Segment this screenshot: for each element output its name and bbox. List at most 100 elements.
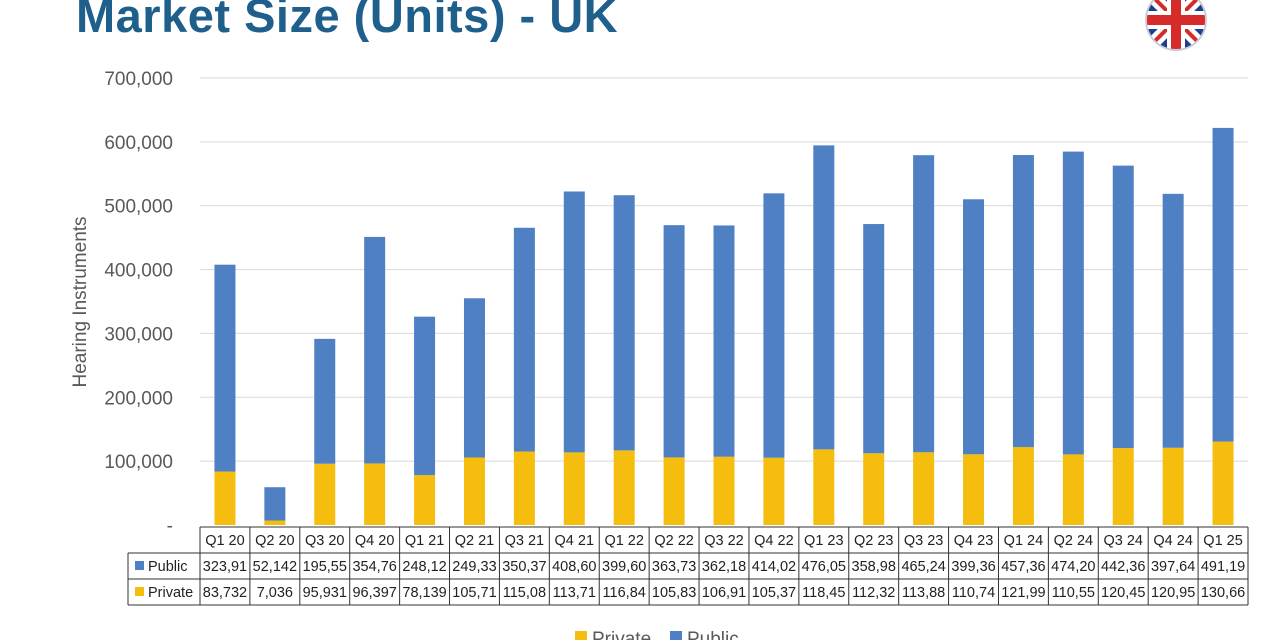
bar-private (1112, 448, 1134, 525)
bar-public (963, 199, 985, 455)
table-cell-private: 116,84 (603, 585, 646, 601)
table-cell-public: 350,37 (502, 559, 546, 575)
bar-private (1062, 454, 1084, 525)
bar-public (1012, 155, 1034, 448)
table-cell-private: 121,99 (1001, 585, 1045, 601)
series-key-swatch (135, 561, 144, 570)
y-tick-label: - (167, 516, 173, 537)
table-header-cell: Q4 20 (355, 533, 395, 549)
bar-public (264, 487, 286, 521)
table-cell-public: 323,91 (203, 559, 247, 575)
table-header-cell: Q3 23 (904, 533, 944, 549)
table-cell-private: 112,32 (852, 585, 895, 601)
table-cell-private: 115,08 (503, 585, 546, 601)
bar-public (813, 145, 835, 450)
table-cell-private: 106,91 (702, 585, 746, 601)
table-header-cell: Q4 24 (1153, 533, 1193, 549)
bar-private (1012, 447, 1034, 525)
table-cell-private: 105,83 (652, 585, 696, 601)
bar-public (913, 155, 935, 453)
legend: Private Public (575, 629, 739, 640)
table-header-cell: Q2 24 (1054, 533, 1094, 549)
table-cell-public: 358,98 (852, 559, 896, 575)
bar-public (663, 225, 685, 458)
table-cell-public: 195,55 (303, 559, 347, 575)
table-cell-private: 120,95 (1151, 585, 1195, 601)
bar-public (563, 191, 585, 453)
legend-label: Private (592, 629, 651, 640)
table-header-cell: Q1 24 (1004, 533, 1044, 549)
table-cell-private: 95,931 (303, 585, 347, 601)
table-cell-public: 362,18 (702, 559, 746, 575)
table-cell-public: 474,20 (1051, 559, 1095, 575)
bar-private (364, 463, 386, 525)
bars (214, 127, 1234, 525)
table-cell-private: 96,397 (352, 585, 396, 601)
table-header-cell: Q2 22 (654, 533, 694, 549)
bar-private (663, 457, 685, 525)
y-axis-ticks: - 100,000 200,000 300,000 400,000 500,000 600,… (104, 69, 173, 537)
y-tick-label: 500,000 (104, 197, 173, 218)
table-header-cell: Q1 23 (804, 533, 844, 549)
table-cell-public: 52,142 (253, 559, 297, 575)
table-header-cell: Q4 21 (555, 533, 595, 549)
page-title: Market Size (Units) - UK (76, 0, 619, 42)
table-cell-private: 110,74 (952, 585, 995, 601)
bar-public (1212, 127, 1234, 442)
bar-private (214, 471, 236, 525)
table-cell-private: 105,37 (752, 585, 796, 601)
data-table: Q1 20 323,91 83,732 Q2 20 52,142 7,036 Q3 20 19… (127, 526, 1249, 606)
table-cell-public: 354,76 (352, 559, 396, 575)
legend-swatch (575, 631, 587, 640)
bar-private (863, 453, 885, 525)
bar-private (463, 457, 485, 525)
series-key-swatch (135, 587, 144, 596)
bar-private (613, 450, 635, 525)
bar-public (1062, 151, 1084, 455)
bar-private (563, 452, 585, 525)
table-cell-private: 113,88 (902, 585, 945, 601)
table-cell-private: 113,71 (553, 585, 596, 601)
bar-public (364, 236, 386, 464)
y-tick-label: 200,000 (104, 388, 173, 409)
table-cell-public: 399,60 (602, 559, 646, 575)
uk-flag-icon (1145, 0, 1207, 51)
bar-private (763, 457, 785, 525)
table-header-cell: Q3 22 (704, 533, 744, 549)
table-cell-private: 83,732 (203, 585, 247, 601)
table-cell-private: 120,45 (1101, 585, 1145, 601)
table-cell-public: 476,05 (802, 559, 846, 575)
table-cell-public: 399,36 (951, 559, 995, 575)
bar-private (1212, 441, 1234, 525)
bar-private (913, 452, 935, 525)
bar-private (713, 456, 735, 525)
bar-private (813, 449, 835, 525)
table-cell-public: 363,73 (652, 559, 696, 575)
bar-public (314, 338, 336, 464)
bar-public (513, 227, 535, 452)
table-header-cell: Q4 22 (754, 533, 794, 549)
table-header-cell: Q2 23 (854, 533, 894, 549)
legend-label: Public (687, 629, 739, 640)
table-header-cell: Q3 21 (505, 533, 545, 549)
table-cell-public: 491,19 (1201, 559, 1245, 575)
table-header-cell: Q2 20 (255, 533, 295, 549)
table-cell-private: 7,036 (257, 585, 293, 601)
table-cell-public: 442,36 (1101, 559, 1145, 575)
y-axis-label: Hearing Instruments (70, 216, 91, 387)
bar-public (1112, 165, 1134, 449)
bar-public (414, 316, 436, 476)
table-cell-public: 397,64 (1151, 559, 1195, 575)
y-tick-label: 100,000 (104, 452, 173, 473)
series-key-label: Private (148, 585, 193, 601)
table-header-cell: Q3 20 (305, 533, 345, 549)
table-cell-public: 457,36 (1001, 559, 1045, 575)
bar-public (1162, 193, 1184, 448)
y-tick-label: 700,000 (104, 69, 173, 90)
table-header-cell: Q1 25 (1203, 533, 1243, 549)
table-header-cell: Q1 21 (405, 533, 445, 549)
table-header-cell: Q4 23 (954, 533, 994, 549)
table-cell-private: 110,55 (1052, 585, 1095, 601)
bar-public (763, 193, 785, 458)
